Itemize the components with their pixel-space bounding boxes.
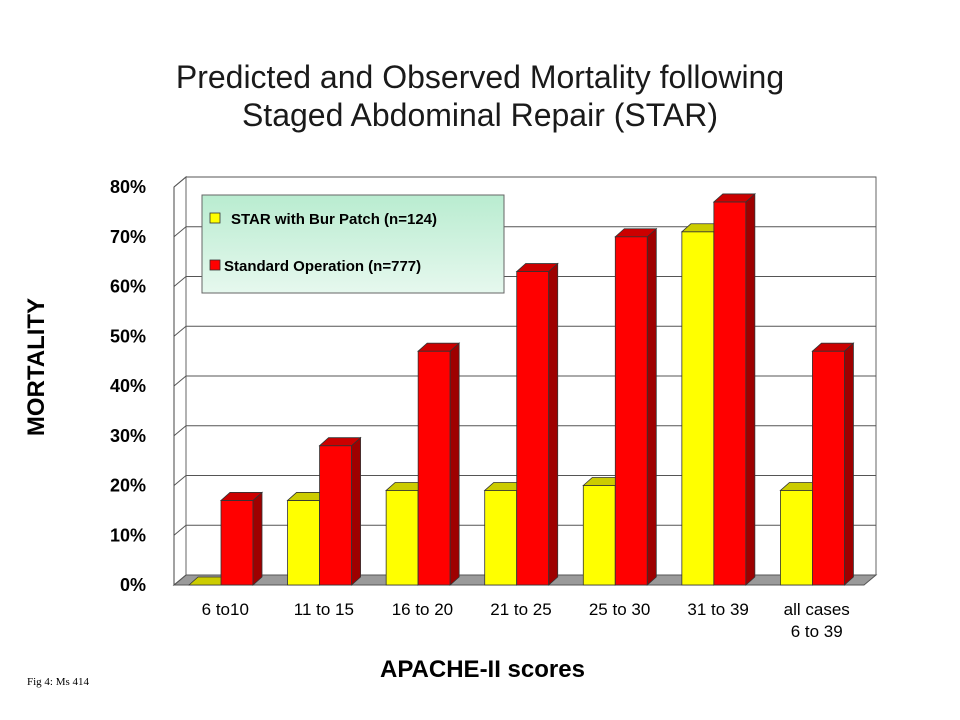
y-tick-label: 70%: [110, 227, 146, 247]
bar: [712, 193, 756, 586]
bar-front: [713, 201, 747, 586]
bar-front: [582, 485, 616, 586]
bar-front: [681, 231, 715, 586]
bar-side: [745, 193, 756, 586]
y-axis-label: MORTALITY: [23, 297, 50, 437]
legend-entry: STAR with Bur Patch (n=124): [231, 211, 437, 228]
y-tick-label: 40%: [110, 376, 146, 396]
y-tick-label: 20%: [110, 476, 146, 496]
bar: [614, 227, 658, 586]
bar-front: [319, 445, 352, 586]
bar-front: [812, 350, 845, 586]
bar-front: [287, 500, 320, 586]
x-tick-label: 21 to 25: [490, 600, 551, 619]
x-tick-label: 6 to10: [202, 600, 249, 619]
x-tick-label: all cases: [784, 600, 850, 619]
x-tick-label: 6 to 39: [791, 622, 843, 641]
bar-front: [780, 490, 813, 586]
figure-footnote: Fig 4: Ms 414: [27, 676, 90, 688]
x-tick-label: 11 to 15: [294, 600, 354, 619]
gridline: [173, 176, 876, 188]
bar-top: [417, 342, 461, 352]
y-tick-label: 30%: [110, 426, 146, 446]
x-tick-label: 16 to 20: [392, 600, 453, 619]
chart-title: Predicted and Observed Mortality followi…: [0, 58, 960, 134]
y-tick-label: 0%: [120, 575, 146, 595]
bar-front: [614, 236, 648, 586]
bar-top: [811, 342, 855, 352]
legend-swatch: [209, 259, 221, 271]
bar-side: [449, 342, 460, 586]
bar-top: [614, 228, 658, 238]
bar: [219, 491, 264, 586]
bar-front: [417, 350, 451, 586]
legend-swatch: [209, 212, 221, 224]
bar-side: [548, 262, 559, 586]
bar-front: [385, 490, 419, 586]
bar-side: [351, 436, 361, 586]
legend-entry: Standard Operation (n=777): [224, 258, 421, 275]
legend-box: [201, 194, 505, 294]
bar-side: [844, 342, 854, 586]
y-tick-label: 10%: [110, 525, 146, 545]
bar-top: [318, 437, 362, 447]
bar: [318, 436, 362, 586]
bar-top: [515, 263, 559, 272]
bar-front: [220, 500, 254, 586]
x-tick-label: 31 to 39: [687, 600, 748, 619]
bar: [515, 262, 559, 586]
gridline: [173, 226, 876, 238]
bar-top: [219, 492, 264, 501]
bar-top: [712, 193, 756, 203]
bar-side: [646, 227, 657, 586]
bar: [417, 342, 461, 586]
y-tick-label: 80%: [110, 177, 146, 197]
bar-front: [484, 490, 518, 586]
bar: [811, 342, 855, 586]
y-tick-label: 50%: [110, 326, 146, 346]
chart-title-line-1: Predicted and Observed Mortality followi…: [175, 59, 785, 95]
bar-front: [516, 271, 550, 586]
y-tick-label: 60%: [110, 277, 146, 297]
legend: STAR with Bur Patch (n=124) Standard Oper…: [201, 194, 505, 294]
x-tick-label: 25 to 30: [589, 600, 650, 619]
x-axis-label: APACHE-II scores: [380, 656, 585, 683]
bar-side: [252, 491, 263, 586]
chart-title-line-2: Staged Abdominal Repair (STAR): [241, 97, 719, 133]
